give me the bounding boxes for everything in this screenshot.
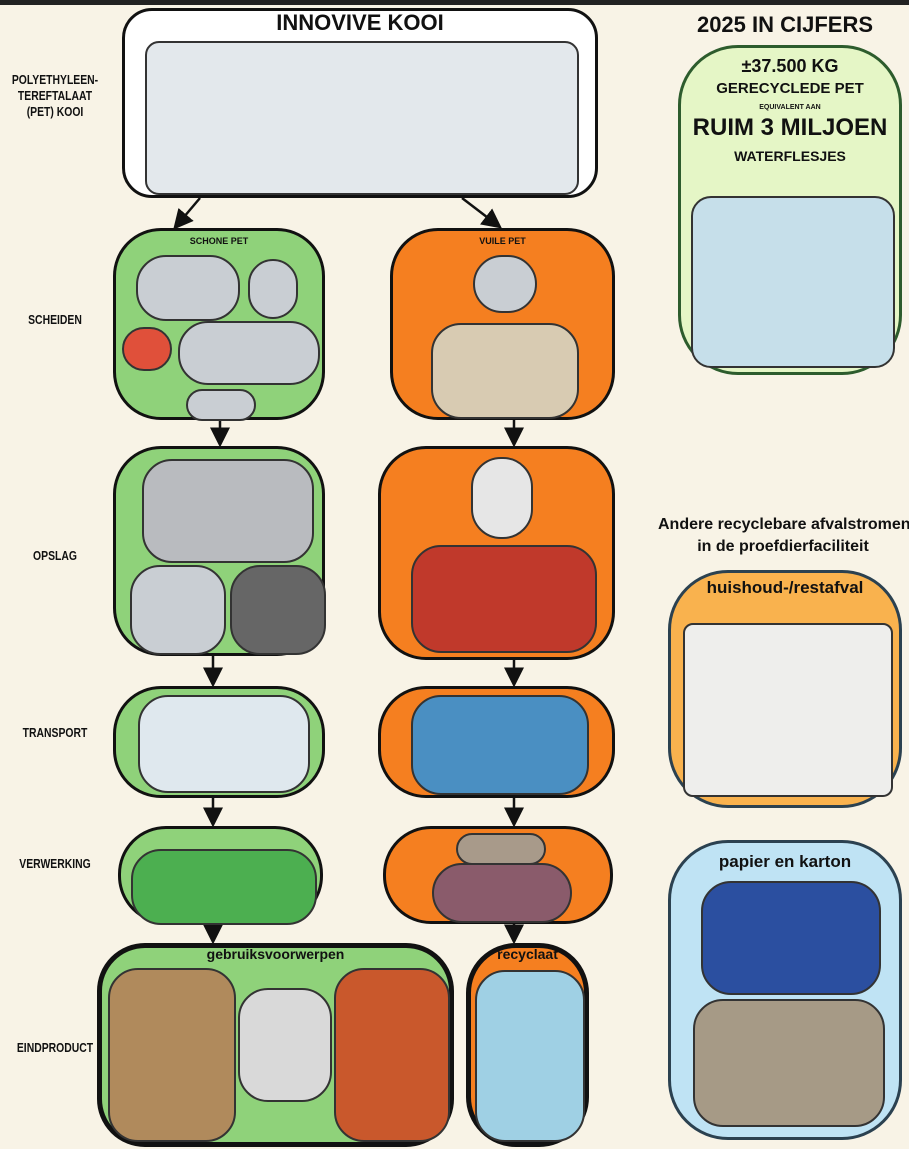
photo [411, 545, 597, 653]
row-label: EINDPRODUCT [11, 1040, 99, 1055]
row-label: TRANSPORT [11, 725, 99, 740]
other-title-line: Andere recyclebare afvalstromen [658, 514, 908, 536]
paper-box [668, 840, 902, 1140]
clean-separate [113, 228, 325, 420]
photo [334, 968, 450, 1142]
stats-amount-label: GERECYCLEDE PET [678, 80, 902, 97]
photo [122, 327, 172, 371]
other-title: Andere recyclebare afvalstromen in de pr… [658, 514, 908, 558]
photo [108, 968, 236, 1142]
photo [142, 459, 314, 563]
product-title: recyclaat [466, 946, 589, 962]
team-photo [693, 999, 885, 1127]
stats-bottles-label: WATERFLESJES [678, 148, 902, 164]
row-label: SCHEIDEN [11, 312, 99, 327]
page: INNOVIVE KOOI POLYETHYLEEN- TEREFTALAAT … [0, 0, 909, 1149]
stats-bottles: RUIM 3 MILJOEN [678, 114, 902, 142]
row-label: VERWERKING [11, 856, 99, 871]
dirty-product [466, 943, 589, 1147]
dirty-processing [383, 826, 613, 924]
photo [411, 695, 589, 795]
stats-equivalent: EQUIVALENT AAN [678, 104, 902, 111]
bins-photo [683, 623, 893, 797]
row-label: OPSLAG [11, 548, 99, 563]
photo [431, 323, 579, 419]
photo [186, 389, 256, 421]
other-title-line: in de proefdierfaciliteit [658, 536, 908, 558]
clean-transport [113, 686, 325, 798]
photo [136, 255, 240, 321]
dirty-separate [390, 228, 615, 420]
clean-storage [113, 446, 325, 656]
household-title: huishoud-/restafval [668, 578, 902, 598]
photo [432, 863, 572, 923]
clean-product [97, 943, 454, 1147]
photo [178, 321, 320, 385]
photo [456, 833, 546, 865]
column-title: SCHONE PET [113, 236, 325, 246]
container-photo [701, 881, 881, 995]
product-title: gebruiksvoorwerpen [97, 946, 454, 962]
photo [473, 255, 537, 313]
photo [238, 988, 332, 1102]
dirty-transport [378, 686, 615, 798]
photo [475, 970, 585, 1142]
photo [131, 849, 317, 925]
stats-amount: ±37.500 KG [678, 56, 902, 77]
dirty-storage [378, 446, 615, 660]
photo [230, 565, 326, 655]
photo [471, 457, 533, 539]
paper-title: papier en karton [668, 852, 902, 872]
stats-title: 2025 IN CIJFERS [668, 12, 902, 38]
photo [248, 259, 298, 319]
photo [138, 695, 310, 793]
photo [130, 565, 226, 655]
column-title: VUILE PET [390, 236, 615, 246]
bottles-photo [691, 196, 895, 368]
clean-processing [118, 826, 323, 924]
household-box [668, 570, 902, 808]
